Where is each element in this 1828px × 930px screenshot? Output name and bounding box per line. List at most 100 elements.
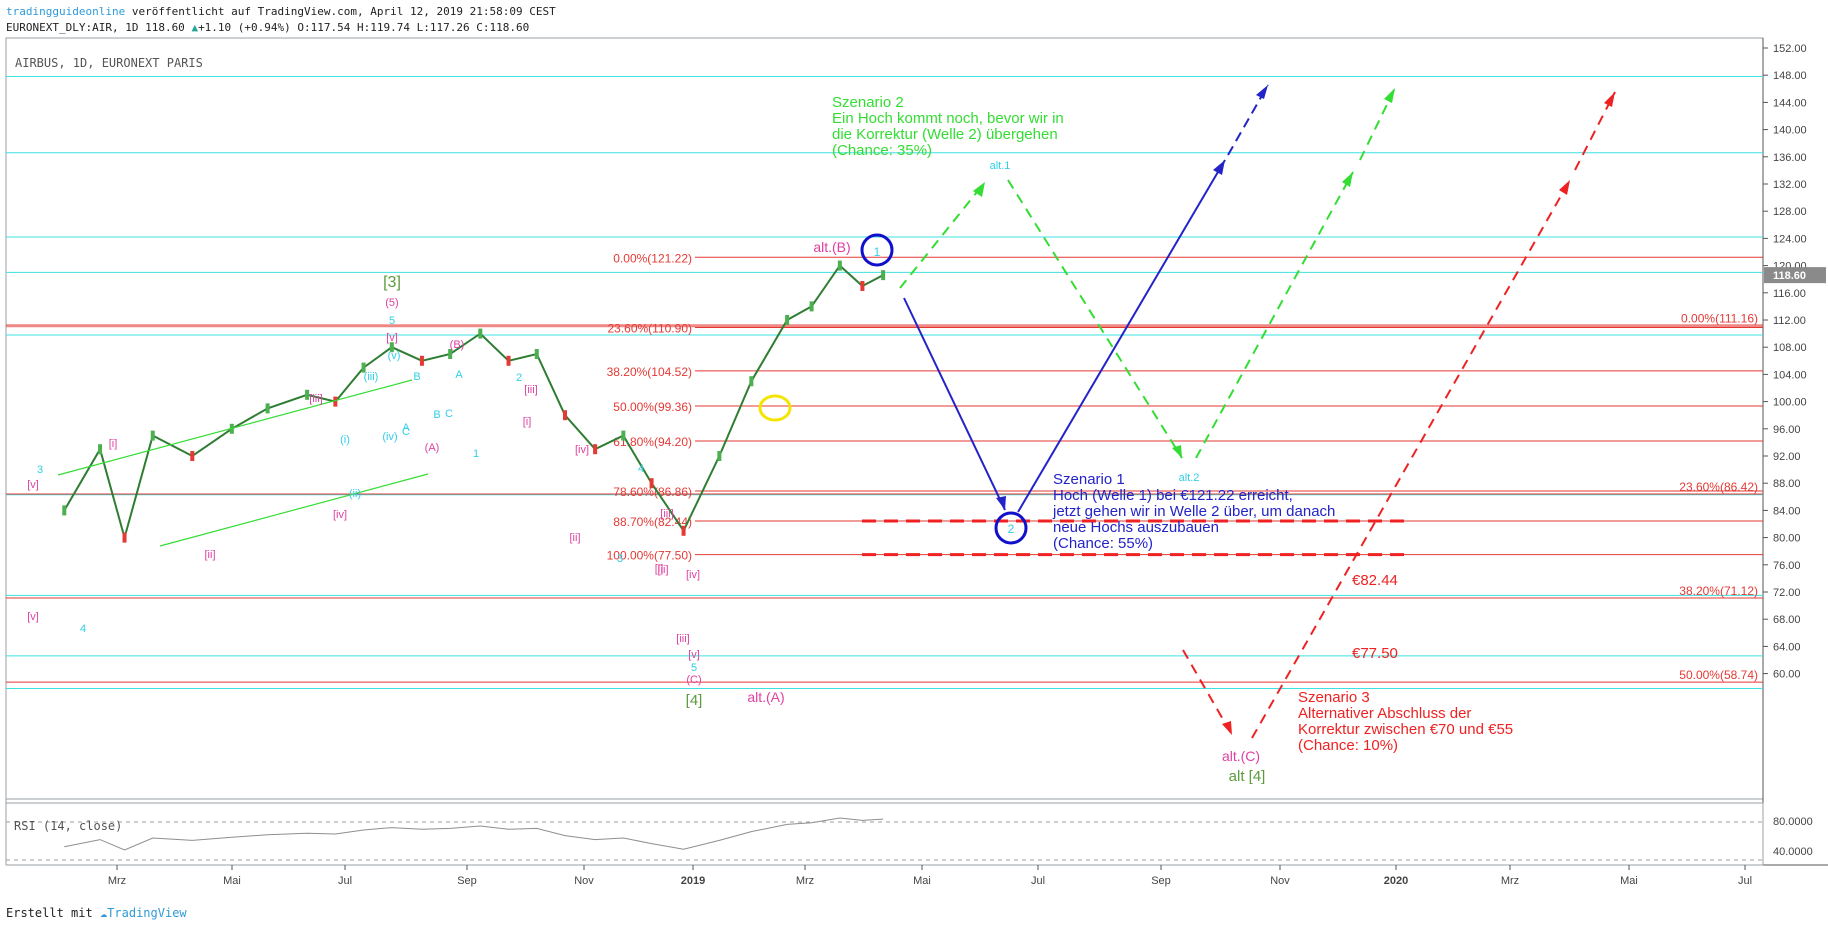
- wave-label-cyan: 4: [80, 623, 86, 635]
- fib-level-label: 38.20%(104.52): [607, 365, 692, 379]
- footer-brand[interactable]: TradingView: [107, 906, 187, 920]
- highlight-circle: [758, 394, 792, 422]
- wave-label-green: [3]: [383, 274, 401, 291]
- right-fib-label: 38.20%(71.12): [1679, 584, 1758, 598]
- wave-label-green: alt [4]: [1229, 768, 1266, 785]
- wave-label-cyan: B: [433, 409, 440, 421]
- scenario1-text-line: jetzt gehen wir in Welle 2 über, um dana…: [1052, 503, 1335, 520]
- price-tick-label: 116.00: [1773, 288, 1806, 300]
- scenario2-text-line: Szenario 2: [832, 94, 904, 111]
- arrow-head-icon: [1256, 85, 1268, 99]
- price-candle: [419, 355, 424, 366]
- wave-label-magenta: [iv]: [686, 569, 700, 581]
- price-candle: [809, 301, 814, 312]
- scenario2-text-line: (Chance: 35%): [832, 142, 932, 159]
- right-fib-label: 0.00%(111.16): [1681, 312, 1758, 326]
- scenario1-text-line: neue Hochs auszubauen: [1053, 519, 1219, 536]
- price-tick-label: 68.00: [1773, 614, 1801, 626]
- wave1-label: 1: [874, 245, 881, 259]
- publish-info: veröffentlicht auf TradingView.com, Apri…: [125, 5, 556, 18]
- fib-level-label: 100.00%(77.50): [607, 549, 692, 563]
- scenario2-final-dash: [1359, 87, 1396, 161]
- arrow-head-icon: [973, 182, 985, 197]
- wave-label-magenta: [iii]: [676, 633, 689, 645]
- arrow-head-icon: [1172, 445, 1182, 458]
- scenario3-text-line: (Chance: 10%): [1298, 737, 1398, 754]
- price-tick-label: 152.00: [1773, 43, 1807, 55]
- rsi-label: RSI (14, close): [14, 819, 122, 833]
- up-arrow-icon: ▲: [191, 21, 199, 34]
- channel-upper-line: [57, 379, 413, 476]
- chart-footer: Erstellt mit ☁TradingView: [6, 906, 187, 920]
- scenario3-text-line: Szenario 3: [1298, 689, 1370, 706]
- wave-label-cyan: 3: [617, 553, 623, 565]
- arrow-head-icon: [1559, 180, 1570, 195]
- fib-level-label: 78.60%(86.86): [613, 485, 692, 499]
- scenario2-up-dash: [899, 181, 986, 289]
- scenario2-down-dash: [1007, 179, 1183, 459]
- wave-label-green: [4]: [686, 692, 703, 709]
- price-tick-label: 144.00: [1773, 97, 1807, 109]
- time-tick-label: Mai: [913, 875, 931, 887]
- tradingview-logo-icon: ☁: [99, 906, 108, 920]
- price-chart[interactable]: AIRBUS, 1D, EURONEXT PARIS 0.00%(121.22) 2…: [0, 0, 1828, 905]
- last-price-label: 118.60: [1773, 270, 1806, 282]
- wave-label-magenta: (B): [450, 339, 465, 351]
- price-label-8244: €82.44: [1352, 572, 1398, 589]
- scenario3-up-dash: [1251, 179, 1571, 739]
- price-candle: [621, 430, 626, 441]
- scenario1-text-line: (Chance: 55%): [1053, 535, 1153, 552]
- price-candle: [681, 525, 686, 536]
- wave-label-magenta: [i]: [109, 438, 118, 450]
- publisher-link[interactable]: tradingguideonline: [6, 5, 126, 18]
- wave-label-cyan: 5: [389, 315, 395, 327]
- price-tick-label: 80.00: [1773, 533, 1801, 545]
- price-candle: [506, 355, 511, 366]
- right-fib-label: 23.60%(86.42): [1679, 480, 1758, 494]
- wave-label-cyan: 4: [638, 463, 644, 475]
- wave-label-magenta: (5): [385, 297, 398, 309]
- wave-label-magenta: [i]: [523, 416, 532, 428]
- wave-label-cyan: 3: [37, 464, 43, 476]
- price-candle: [534, 349, 539, 359]
- wave-label-magenta: [iii]: [309, 393, 322, 405]
- price-tick-label: 136.00: [1773, 152, 1807, 164]
- time-tick-label: Mai: [1620, 875, 1638, 887]
- price-label-7750: €77.50: [1352, 645, 1398, 662]
- time-tick-label: Sep: [1151, 875, 1171, 887]
- price-candle: [749, 376, 754, 387]
- wave-label-magenta: (C): [686, 674, 701, 686]
- fib-level-label: 0.00%(121.22): [613, 251, 692, 265]
- wave-label-cyan: alt.1: [990, 160, 1011, 172]
- price-candle: [190, 451, 195, 461]
- time-tick-label: Jul: [1738, 875, 1752, 887]
- scenario2-up-dash-2: [1195, 171, 1354, 459]
- fib-level-label: 61.80%(94.20): [613, 435, 692, 449]
- wave-label-magenta: [v]: [688, 649, 700, 661]
- scenario3-down-dash: [1182, 649, 1233, 736]
- time-tick-label: 2019: [681, 875, 705, 887]
- wave-label-cyan: (iv): [382, 431, 397, 443]
- arrow-head-icon: [1213, 160, 1225, 175]
- price-tick-label: 84.00: [1773, 505, 1801, 517]
- price-candle: [333, 396, 338, 407]
- price-tick-label: 148.00: [1773, 70, 1807, 82]
- scenario1-text-line: Szenario 1: [1053, 471, 1125, 488]
- time-tick-label: Mai: [223, 875, 241, 887]
- wave-label-cyan: 2: [516, 372, 522, 384]
- wave1-circle: [860, 233, 894, 267]
- right-fib-label: 50.00%(58.74): [1679, 668, 1758, 682]
- price-candle: [478, 328, 483, 339]
- price-tick-label: 92.00: [1773, 451, 1801, 463]
- wave-label-cyan: C: [445, 408, 453, 420]
- wave-label-cyan: (ii): [349, 488, 361, 500]
- fib-level-label: 88.70%(82.44): [613, 515, 692, 529]
- wave-label-magenta: alt.(A): [747, 689, 784, 705]
- price-candle: [717, 451, 722, 461]
- time-tick-label: Nov: [1270, 875, 1290, 887]
- wave-label-magenta: [v]: [27, 479, 39, 491]
- wave-label-cyan: A: [402, 422, 410, 434]
- arrow-head-icon: [996, 496, 1006, 510]
- time-tick-label: Jul: [1031, 875, 1045, 887]
- wave-label-magenta: [iv]: [575, 444, 589, 456]
